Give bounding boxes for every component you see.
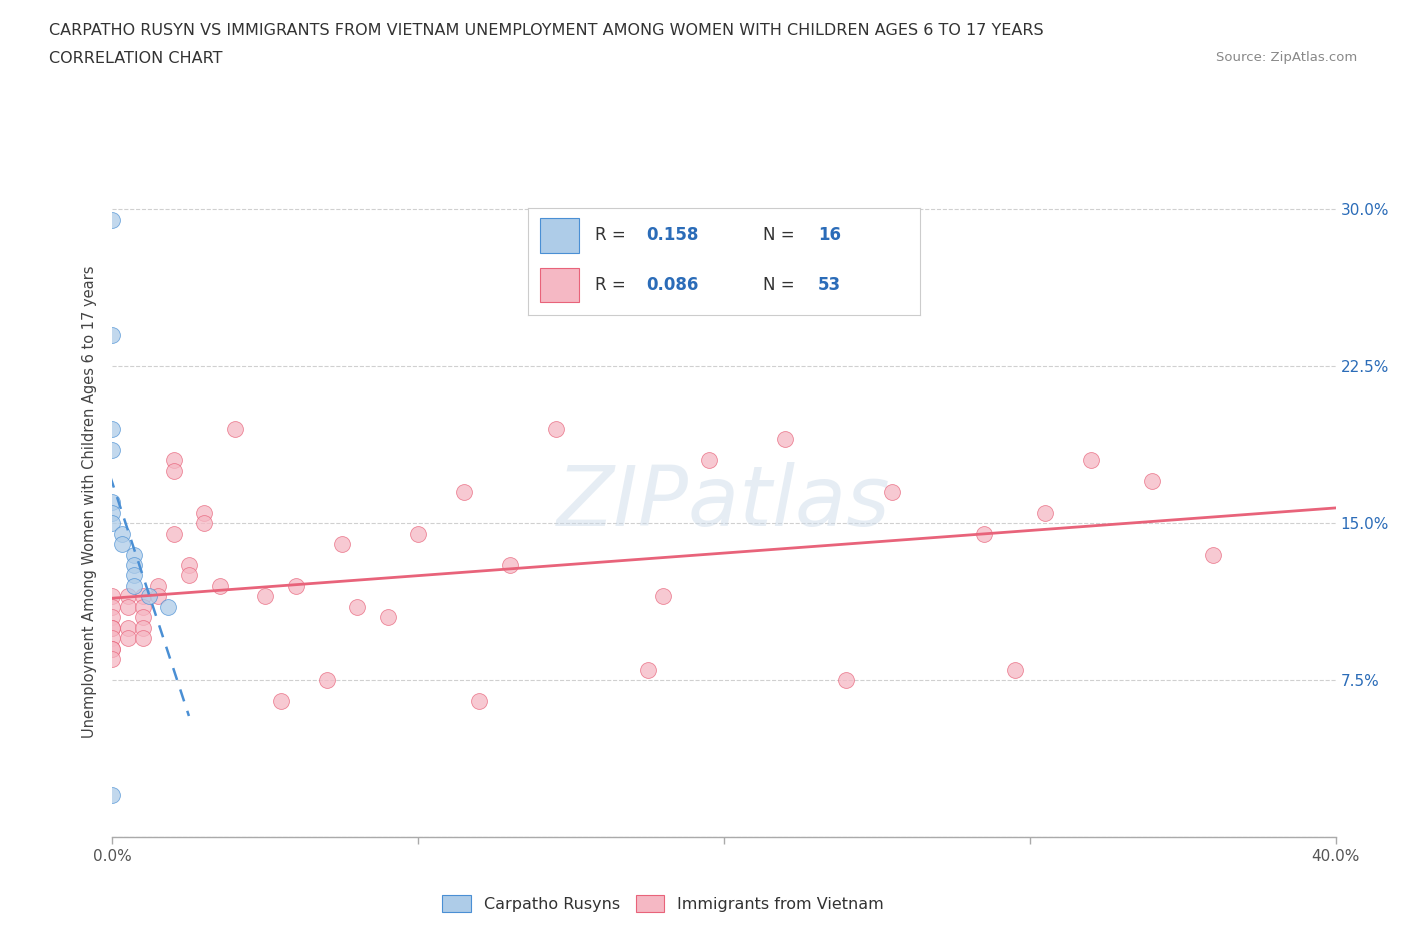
- Point: [330, 537, 353, 551]
- Point: [132, 610, 155, 625]
- Point: [156, 600, 179, 615]
- Point: [148, 578, 170, 593]
- Text: 16: 16: [818, 226, 841, 245]
- Point: [122, 568, 145, 583]
- Point: [101, 589, 124, 604]
- Point: [117, 589, 139, 604]
- Point: [111, 537, 134, 551]
- Y-axis label: Unemployment Among Women with Children Ages 6 to 17 years: Unemployment Among Women with Children A…: [82, 266, 97, 738]
- Point: [1033, 505, 1056, 520]
- Text: 0.086: 0.086: [645, 275, 699, 294]
- Point: [315, 672, 337, 687]
- Point: [284, 578, 308, 593]
- Point: [973, 526, 995, 541]
- Point: [163, 463, 186, 478]
- Text: N =: N =: [763, 275, 794, 294]
- Point: [775, 432, 797, 447]
- Point: [138, 589, 160, 604]
- Point: [101, 421, 124, 436]
- Point: [224, 421, 246, 436]
- Point: [193, 505, 215, 520]
- Point: [101, 443, 124, 458]
- Point: [101, 610, 124, 625]
- Point: [101, 495, 124, 510]
- Point: [177, 558, 200, 573]
- Point: [637, 662, 659, 677]
- Point: [254, 589, 277, 604]
- Point: [101, 620, 124, 635]
- Point: [544, 421, 567, 436]
- Point: [111, 526, 134, 541]
- Point: [652, 589, 675, 604]
- Point: [1202, 547, 1225, 562]
- Point: [101, 788, 124, 803]
- Point: [835, 672, 858, 687]
- Point: [122, 547, 145, 562]
- Point: [148, 589, 170, 604]
- Point: [101, 620, 124, 635]
- Text: Source: ZipAtlas.com: Source: ZipAtlas.com: [1216, 51, 1357, 64]
- Point: [101, 505, 124, 520]
- Point: [132, 620, 155, 635]
- Point: [1142, 474, 1164, 489]
- Text: 0.158: 0.158: [645, 226, 699, 245]
- Point: [101, 600, 124, 615]
- Point: [101, 642, 124, 657]
- Point: [122, 578, 145, 593]
- Point: [101, 327, 124, 342]
- Point: [177, 568, 200, 583]
- Point: [101, 516, 124, 531]
- Text: N =: N =: [763, 226, 794, 245]
- Point: [193, 516, 215, 531]
- Point: [1080, 453, 1102, 468]
- Point: [101, 652, 124, 667]
- Point: [101, 212, 124, 227]
- Point: [132, 631, 155, 645]
- Point: [468, 694, 491, 709]
- Point: [499, 558, 522, 573]
- Text: R =: R =: [595, 275, 626, 294]
- Point: [408, 526, 430, 541]
- Text: CARPATHO RUSYN VS IMMIGRANTS FROM VIETNAM UNEMPLOYMENT AMONG WOMEN WITH CHILDREN: CARPATHO RUSYN VS IMMIGRANTS FROM VIETNA…: [49, 23, 1043, 38]
- Point: [101, 642, 124, 657]
- Point: [132, 589, 155, 604]
- Point: [163, 453, 186, 468]
- Point: [270, 694, 292, 709]
- Point: [1004, 662, 1026, 677]
- Point: [163, 526, 186, 541]
- Point: [117, 600, 139, 615]
- Text: ZIPatlas: ZIPatlas: [557, 461, 891, 543]
- Point: [122, 558, 145, 573]
- Point: [208, 578, 231, 593]
- Point: [346, 600, 368, 615]
- Text: CORRELATION CHART: CORRELATION CHART: [49, 51, 222, 66]
- Point: [453, 485, 475, 499]
- Point: [101, 631, 124, 645]
- FancyBboxPatch shape: [540, 268, 579, 302]
- Legend: Carpatho Rusyns, Immigrants from Vietnam: Carpatho Rusyns, Immigrants from Vietnam: [436, 888, 890, 919]
- Text: 53: 53: [818, 275, 841, 294]
- Point: [377, 610, 399, 625]
- Point: [132, 600, 155, 615]
- Point: [882, 485, 904, 499]
- Point: [117, 631, 139, 645]
- Point: [117, 620, 139, 635]
- Point: [697, 453, 720, 468]
- FancyBboxPatch shape: [540, 219, 579, 253]
- Text: R =: R =: [595, 226, 626, 245]
